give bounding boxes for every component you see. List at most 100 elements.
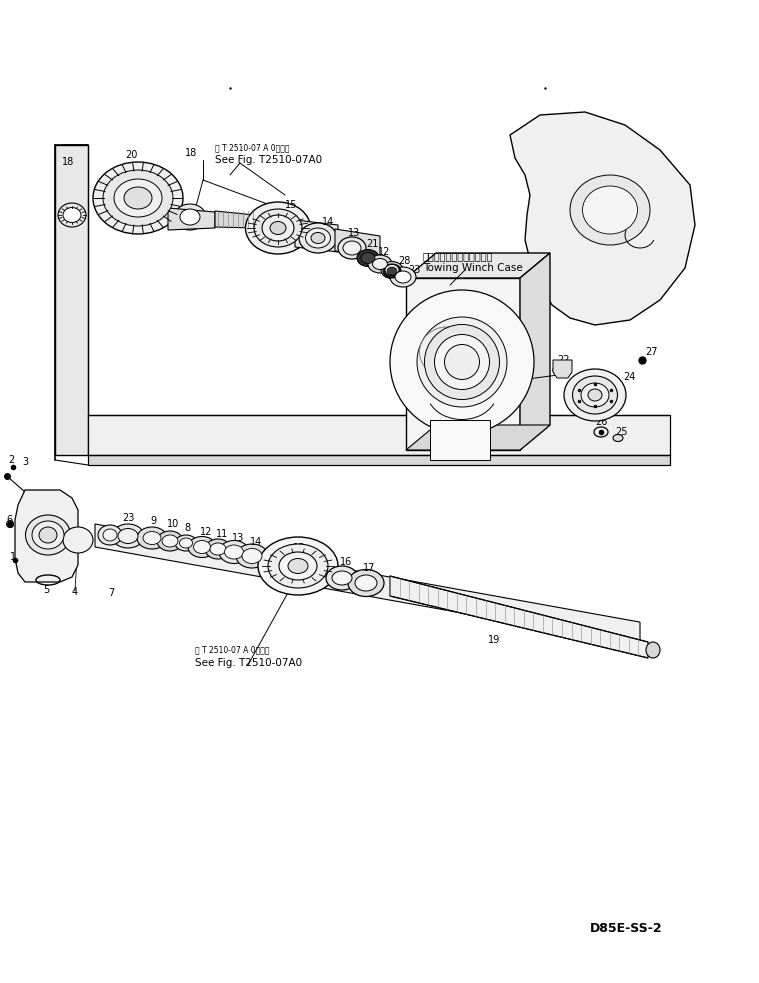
Ellipse shape bbox=[262, 215, 294, 241]
Text: Towing Winch Case: Towing Winch Case bbox=[423, 263, 523, 273]
Ellipse shape bbox=[355, 575, 377, 591]
Ellipse shape bbox=[258, 537, 338, 595]
Text: 14: 14 bbox=[322, 217, 334, 227]
Polygon shape bbox=[88, 415, 670, 455]
Polygon shape bbox=[215, 211, 255, 228]
Ellipse shape bbox=[588, 389, 602, 401]
Text: 15: 15 bbox=[293, 543, 305, 553]
Polygon shape bbox=[55, 145, 88, 455]
Text: 27: 27 bbox=[645, 347, 657, 357]
Text: 6: 6 bbox=[6, 515, 12, 525]
Text: 16: 16 bbox=[340, 557, 352, 567]
Ellipse shape bbox=[39, 527, 57, 543]
Text: D85E-SS-2: D85E-SS-2 bbox=[590, 921, 663, 935]
Text: 第 T 2510-07 A 0図参照: 第 T 2510-07 A 0図参照 bbox=[195, 646, 269, 655]
Text: 3: 3 bbox=[22, 457, 28, 467]
Ellipse shape bbox=[357, 250, 379, 266]
Ellipse shape bbox=[32, 521, 64, 549]
Ellipse shape bbox=[162, 535, 178, 547]
Ellipse shape bbox=[63, 527, 93, 553]
Text: トーイングウィンチケース: トーイングウィンチケース bbox=[423, 251, 493, 261]
Ellipse shape bbox=[254, 209, 302, 247]
Text: 12: 12 bbox=[378, 247, 390, 257]
Ellipse shape bbox=[434, 334, 490, 389]
Text: 5: 5 bbox=[43, 585, 49, 595]
Ellipse shape bbox=[390, 290, 534, 434]
Text: 22: 22 bbox=[557, 355, 569, 365]
Text: 10: 10 bbox=[167, 519, 179, 529]
Text: See Fig. T2510-07A0: See Fig. T2510-07A0 bbox=[215, 155, 322, 165]
Ellipse shape bbox=[383, 264, 401, 278]
Ellipse shape bbox=[387, 267, 397, 275]
Ellipse shape bbox=[570, 175, 650, 245]
Text: 4: 4 bbox=[72, 587, 78, 597]
Ellipse shape bbox=[245, 202, 310, 254]
Text: 第 T 2510-07 A 0図参照: 第 T 2510-07 A 0図参照 bbox=[215, 144, 289, 152]
Text: 13: 13 bbox=[232, 533, 244, 543]
Polygon shape bbox=[520, 253, 550, 450]
Ellipse shape bbox=[361, 253, 375, 263]
Ellipse shape bbox=[646, 642, 660, 658]
Ellipse shape bbox=[137, 527, 167, 549]
Polygon shape bbox=[335, 229, 380, 258]
Polygon shape bbox=[95, 524, 640, 645]
Polygon shape bbox=[406, 425, 550, 450]
Text: 1: 1 bbox=[10, 552, 16, 562]
Ellipse shape bbox=[114, 179, 162, 217]
Ellipse shape bbox=[58, 203, 86, 227]
Text: 21: 21 bbox=[366, 239, 379, 249]
Text: 19: 19 bbox=[488, 635, 500, 645]
Ellipse shape bbox=[582, 186, 638, 234]
Text: 2: 2 bbox=[8, 455, 14, 465]
Ellipse shape bbox=[205, 539, 231, 559]
Ellipse shape bbox=[103, 529, 117, 541]
Text: 13: 13 bbox=[348, 228, 361, 238]
Ellipse shape bbox=[381, 261, 403, 278]
Polygon shape bbox=[510, 112, 695, 325]
Polygon shape bbox=[406, 253, 550, 278]
Text: 11: 11 bbox=[216, 529, 228, 539]
Ellipse shape bbox=[395, 271, 411, 283]
Ellipse shape bbox=[174, 204, 206, 230]
Ellipse shape bbox=[124, 187, 152, 209]
Polygon shape bbox=[88, 455, 670, 465]
Polygon shape bbox=[168, 208, 215, 230]
Ellipse shape bbox=[306, 228, 330, 248]
Ellipse shape bbox=[332, 571, 352, 585]
Text: 18: 18 bbox=[62, 157, 74, 167]
Text: 8: 8 bbox=[184, 523, 190, 533]
Ellipse shape bbox=[268, 544, 328, 588]
Ellipse shape bbox=[210, 543, 226, 555]
Ellipse shape bbox=[373, 259, 388, 269]
Text: 24: 24 bbox=[623, 372, 635, 382]
Ellipse shape bbox=[288, 558, 308, 573]
Ellipse shape bbox=[279, 552, 317, 580]
Ellipse shape bbox=[225, 545, 244, 559]
Ellipse shape bbox=[194, 541, 210, 553]
Polygon shape bbox=[553, 360, 572, 378]
Text: 7: 7 bbox=[108, 588, 115, 598]
Ellipse shape bbox=[179, 538, 193, 548]
Text: 15: 15 bbox=[285, 200, 298, 210]
Ellipse shape bbox=[553, 363, 571, 377]
Ellipse shape bbox=[118, 529, 138, 544]
Polygon shape bbox=[390, 576, 648, 658]
Text: See Fig. T2510-07A0: See Fig. T2510-07A0 bbox=[195, 658, 302, 668]
Ellipse shape bbox=[103, 170, 173, 226]
Ellipse shape bbox=[424, 324, 499, 399]
Ellipse shape bbox=[564, 369, 626, 421]
Ellipse shape bbox=[390, 267, 416, 287]
Ellipse shape bbox=[311, 233, 325, 244]
Ellipse shape bbox=[219, 541, 249, 563]
Ellipse shape bbox=[348, 569, 384, 597]
Text: 25: 25 bbox=[615, 427, 628, 437]
Text: 28: 28 bbox=[398, 256, 411, 266]
Ellipse shape bbox=[143, 532, 161, 545]
Ellipse shape bbox=[98, 525, 122, 545]
Ellipse shape bbox=[26, 515, 71, 555]
Ellipse shape bbox=[299, 223, 337, 253]
Ellipse shape bbox=[242, 549, 262, 563]
Ellipse shape bbox=[188, 537, 216, 557]
Polygon shape bbox=[15, 490, 78, 582]
Polygon shape bbox=[295, 220, 338, 252]
